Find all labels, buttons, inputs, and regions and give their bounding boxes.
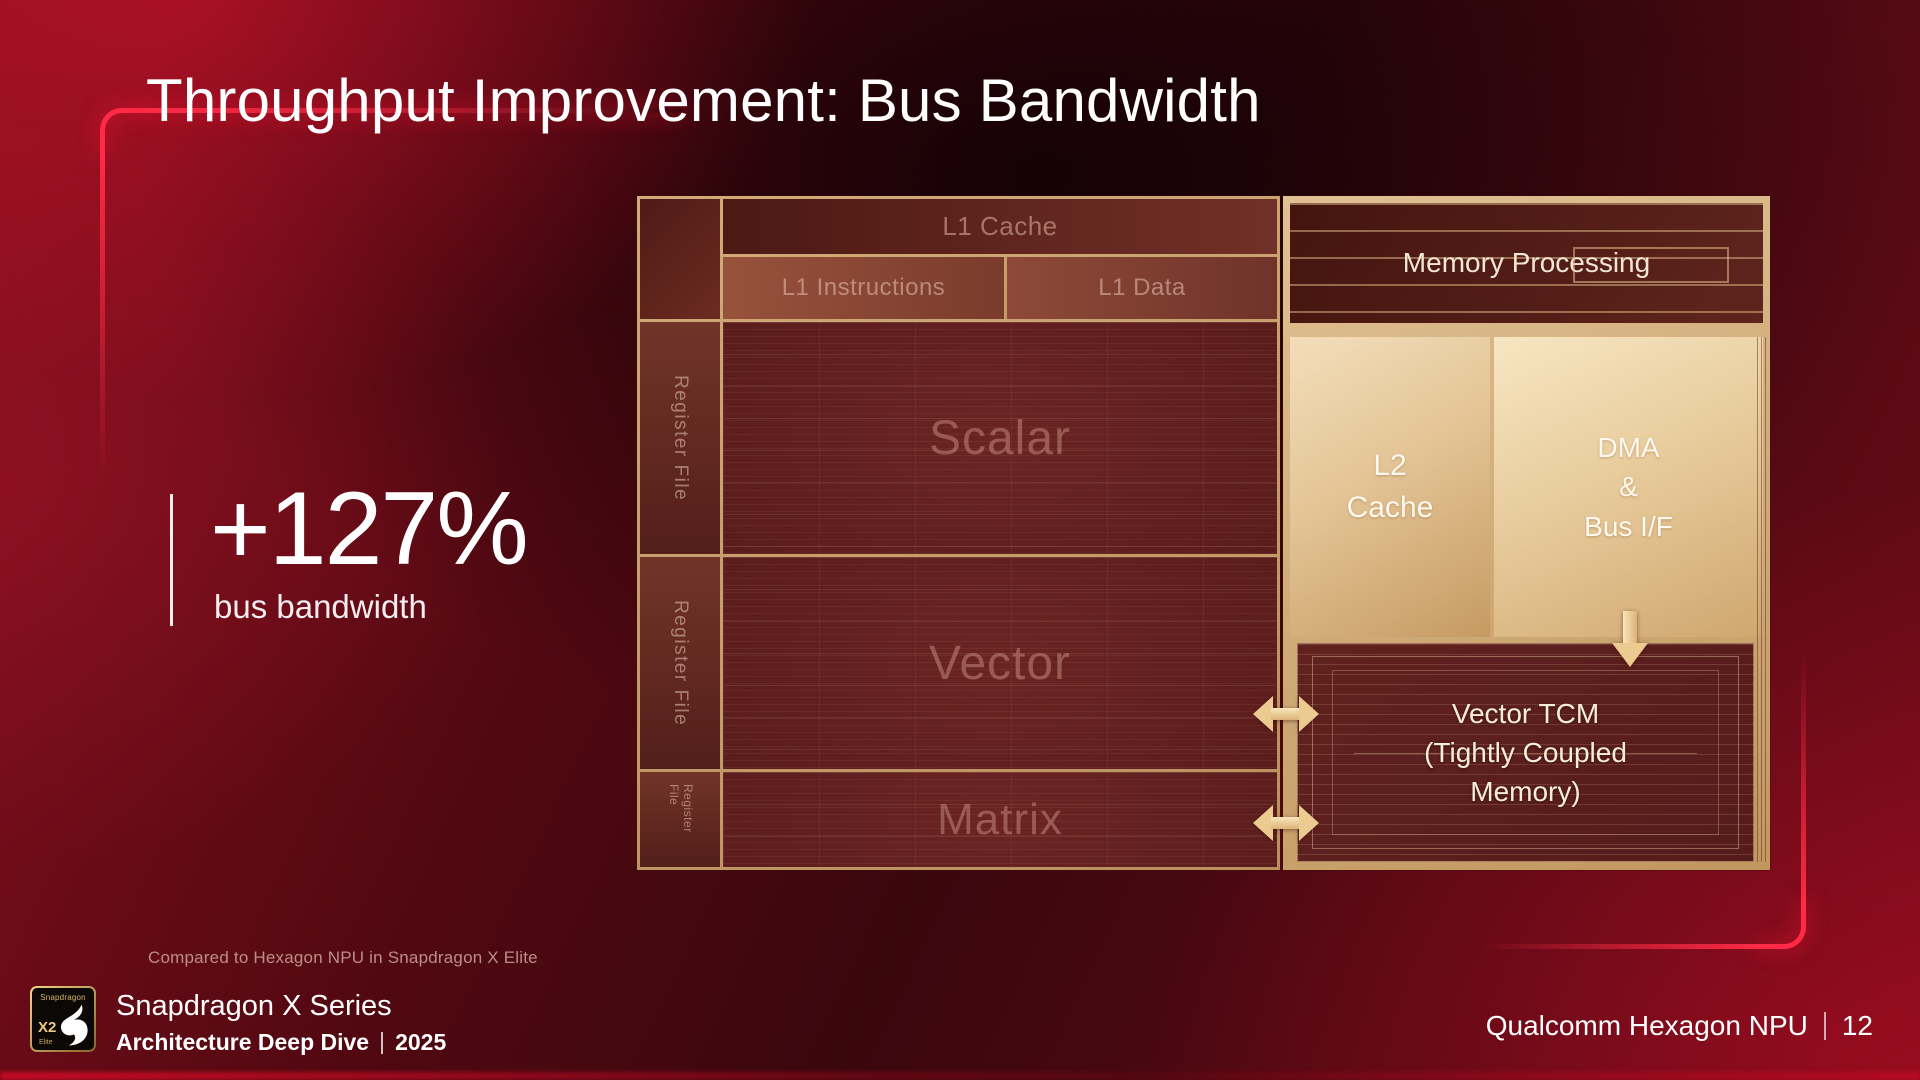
logo-chip-text: X2 <box>38 1019 57 1036</box>
circuit-trace-strip <box>1757 337 1769 862</box>
logo-tier-text: Elite <box>39 1039 53 1046</box>
l1-cache-block: L1 Cache <box>723 199 1277 254</box>
comparison-footnote: Compared to Hexagon NPU in Snapdragon X … <box>148 948 538 967</box>
bottom-edge-glow <box>0 1072 1920 1080</box>
frame-glow-bottom-line <box>1480 944 1762 949</box>
vector-register-file-column: Register File <box>640 557 720 769</box>
footer-right-block: Qualcomm Hexagon NPU 12 <box>1486 1010 1873 1042</box>
l1-data-label: L1 Data <box>1098 274 1186 301</box>
scalar-label: Scalar <box>928 411 1072 465</box>
memory-subsystem-block: Memory Processing L2 Cache DMA & Bus I/F <box>1283 196 1770 870</box>
frame-glow-top-left-corner <box>100 108 148 156</box>
npu-block-diagram: L1 Cache L1 Instructions L1 Data Registe… <box>637 196 1770 870</box>
vector-unit-block: Vector <box>723 557 1277 769</box>
footer-subtitle: Architecture Deep Dive <box>116 1029 370 1055</box>
dma-bus-if-label: DMA & Bus I/F <box>1584 432 1673 542</box>
logo-brand-text: Snapdragon <box>40 993 86 1002</box>
frame-glow-right-line <box>1801 655 1806 905</box>
register-file-label: Register File <box>667 783 695 833</box>
footer-divider <box>381 1031 384 1054</box>
dma-to-tcm-arrow-icon <box>1612 611 1648 667</box>
memory-processing-label: Memory Processing <box>1402 247 1651 278</box>
footer-brand-block: Snapdragon X Series Architecture Deep Di… <box>116 990 446 1056</box>
l1-data-block: L1 Data <box>1007 257 1277 319</box>
compute-core-block: L1 Cache L1 Instructions L1 Data Registe… <box>637 196 1280 870</box>
vector-label: Vector <box>928 636 1072 690</box>
register-file-header-cell <box>640 199 720 319</box>
l1-cache-label: L1 Cache <box>942 211 1058 241</box>
matrix-tcm-double-arrow-icon <box>1253 805 1319 841</box>
frame-glow-left-line <box>100 152 105 482</box>
stat-value: +127% <box>210 471 529 587</box>
circuit-trace-outline <box>1573 247 1729 283</box>
vector-tcm-label: Vector TCM (Tightly Coupled Memory) <box>1424 697 1627 808</box>
vector-tcm-panel: Vector TCM (Tightly Coupled Memory) <box>1297 643 1754 862</box>
footer-subtitle-row: Architecture Deep Dive 2025 <box>116 1029 446 1056</box>
l1-instructions-block: L1 Instructions <box>723 257 1004 319</box>
frame-glow-bottom-right-corner <box>1758 901 1806 949</box>
l2-cache-block: L2 Cache <box>1290 337 1490 637</box>
vector-tcm-double-arrow-icon <box>1253 696 1319 732</box>
l1-instructions-label: L1 Instructions <box>781 274 946 301</box>
slide-title: Throughput Improvement: Bus Bandwidth <box>146 67 1261 134</box>
matrix-unit-block: Matrix <box>723 772 1277 867</box>
scalar-register-file-column: Register File <box>640 322 720 554</box>
matrix-register-file-column: Register File <box>640 772 720 867</box>
footer-series-title: Snapdragon X Series <box>116 990 392 1022</box>
l1-sub-row: L1 Instructions L1 Data <box>723 257 1277 319</box>
l2-cache-label: L2 Cache <box>1346 449 1434 524</box>
snapdragon-x2-elite-logo: Snapdragon X2 Elite <box>30 986 96 1052</box>
register-file-label: Register File <box>670 374 691 502</box>
snapdragon-flame-icon <box>60 1004 88 1046</box>
footer-right-divider <box>1823 1012 1826 1040</box>
footer-year: 2025 <box>395 1029 447 1055</box>
register-file-label: Register File <box>670 599 691 727</box>
stat-label: bus bandwidth <box>214 588 427 625</box>
dma-bus-if-block: DMA & Bus I/F <box>1494 337 1763 637</box>
page-number: 12 <box>1841 1010 1873 1041</box>
scalar-unit-block: Scalar <box>723 322 1277 554</box>
matrix-label: Matrix <box>937 794 1063 844</box>
stat-accent-bar <box>170 494 173 626</box>
memory-processing-panel: Memory Processing <box>1290 203 1763 323</box>
footer-right-label: Qualcomm Hexagon NPU <box>1485 1010 1808 1041</box>
